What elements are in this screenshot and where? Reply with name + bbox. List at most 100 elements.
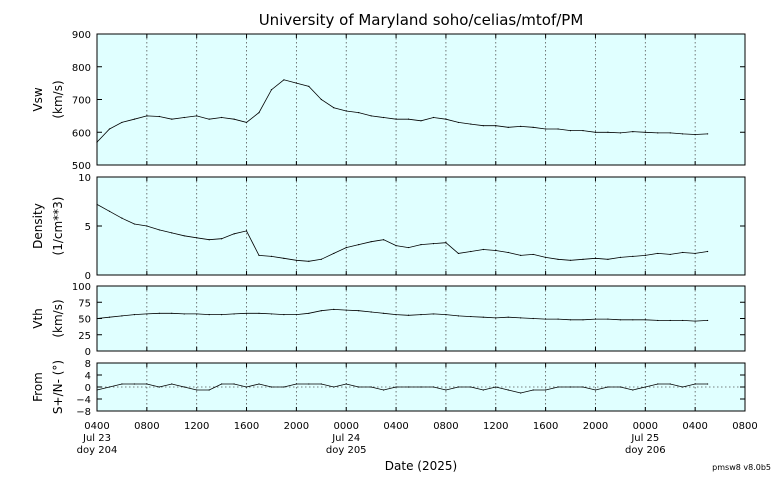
vth-data-point (407, 314, 410, 316)
flow-data-point (470, 386, 472, 388)
density-data-point (457, 252, 459, 255)
vth-data-point (308, 312, 310, 314)
vth-data-point (657, 319, 659, 322)
vth-y-tick-label: 0 (85, 347, 91, 358)
vth-data-point (682, 319, 684, 322)
vth-data-point (582, 319, 584, 321)
chart-title: University of Maryland soho/celias/mtof/… (259, 11, 584, 29)
flow-data-point (345, 383, 347, 385)
panel-vth: 0 25 50 75 100 Vth (km/s) (31, 282, 746, 358)
density-data-point (270, 255, 273, 257)
flow-data-point (245, 386, 248, 388)
density-data-point (669, 253, 671, 256)
density-data-point (569, 259, 572, 261)
vth-data-point (370, 311, 372, 313)
vth-data-point (507, 316, 509, 318)
x-tick-label: 1600 (533, 421, 558, 432)
vth-data-point (495, 317, 497, 319)
density-data-point (308, 260, 310, 262)
flow-data-point (320, 383, 322, 385)
vth-data-point (569, 319, 572, 321)
x-tick-label: 0000 (633, 421, 658, 432)
density-data-point (482, 248, 484, 251)
density-data-point (607, 258, 609, 260)
flow-data-point (707, 383, 709, 385)
vth-data-point (520, 317, 522, 319)
density-plot-area (97, 177, 745, 275)
density-data-point (158, 229, 160, 231)
flow-y-tick-label: 8 (85, 359, 91, 370)
flow-data-point (395, 386, 397, 388)
density-data-point (320, 258, 322, 260)
density-data-point (507, 251, 509, 254)
flow-data-point (520, 392, 522, 394)
flow-data-point (183, 386, 185, 388)
flow-y-tick-label: −4 (76, 395, 91, 406)
density-data-point (108, 210, 111, 212)
density-data-point (495, 249, 497, 252)
flow-data-point (208, 389, 210, 391)
vth-data-point (694, 320, 696, 322)
vsw-data-point (520, 125, 522, 127)
vsw-data-point (644, 131, 646, 133)
vth-data-point (171, 312, 173, 314)
density-y-tick-label: 5 (85, 222, 91, 233)
x-tick-label: 0400 (383, 421, 408, 432)
vsw-data-point (707, 133, 709, 135)
density-data-point (545, 256, 547, 258)
flow-y-tick-label: 0 (85, 383, 91, 394)
x-tick-label: 0400 (84, 421, 109, 432)
vth-data-point (283, 314, 285, 316)
density-data-point (395, 245, 397, 247)
vth-data-point (196, 313, 198, 315)
vsw-y-tick-label: 600 (72, 128, 91, 139)
flow-y-tick-label: −8 (76, 407, 91, 418)
density-data-point (632, 255, 634, 257)
density-data-point (358, 244, 360, 246)
density-data-point (183, 235, 185, 237)
vsw-series-line (96, 79, 708, 143)
density-data-point (520, 254, 522, 256)
vth-data-point (632, 319, 634, 321)
vsw-plot-area (97, 34, 745, 165)
density-y-tick-label: 0 (85, 271, 91, 282)
vsw-data-point (383, 116, 385, 119)
x-tick-label: 1200 (184, 421, 209, 432)
vsw-y-tick-label: 700 (72, 96, 91, 107)
density-data-point (707, 250, 709, 253)
flow-data-point (569, 386, 572, 388)
vsw-data-point (370, 115, 372, 117)
density-data-point (171, 232, 173, 234)
flow-data-point (607, 386, 609, 388)
vsw-data-point (457, 121, 459, 124)
vsw-data-point (233, 118, 235, 120)
density-data-point (694, 252, 696, 255)
density-data-point (196, 237, 198, 239)
vth-data-point (707, 319, 709, 322)
flow-data-point (619, 386, 621, 388)
vsw-data-point (146, 115, 148, 117)
x-tick-label: 0400 (682, 421, 707, 432)
density-data-point (557, 258, 559, 260)
flow-data-point (594, 389, 597, 391)
vsw-data-point (607, 131, 609, 133)
vth-data-point (270, 313, 273, 315)
vsw-data-point (407, 118, 410, 120)
vth-data-point (320, 310, 322, 312)
flow-data-point (669, 383, 671, 385)
vth-data-point (358, 310, 360, 312)
flow-data-point (644, 386, 646, 388)
flow-data-point (432, 386, 435, 388)
vsw-data-point (582, 130, 584, 132)
density-data-point (682, 251, 684, 254)
density-data-point (333, 252, 335, 255)
vth-data-point (208, 314, 210, 316)
flow-data-point (383, 389, 385, 391)
vth-data-point (345, 309, 347, 311)
density-data-point (258, 254, 260, 256)
flow-data-point (694, 383, 696, 385)
density-data-point (657, 252, 659, 255)
flow-data-point (283, 386, 285, 388)
vsw-data-point (669, 132, 671, 134)
